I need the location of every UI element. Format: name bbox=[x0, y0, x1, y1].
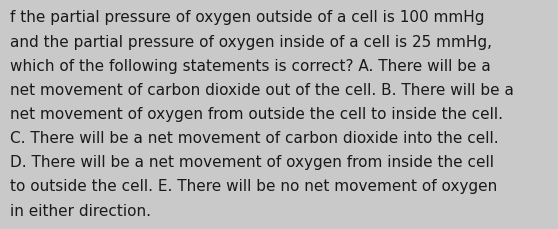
Text: which of the following statements is correct? A. There will be a: which of the following statements is cor… bbox=[10, 58, 491, 73]
Text: in either direction.: in either direction. bbox=[10, 203, 151, 218]
Text: C. There will be a net movement of carbon dioxide into the cell.: C. There will be a net movement of carbo… bbox=[10, 131, 499, 145]
Text: net movement of oxygen from outside the cell to inside the cell.: net movement of oxygen from outside the … bbox=[10, 106, 503, 121]
Text: net movement of carbon dioxide out of the cell. B. There will be a: net movement of carbon dioxide out of th… bbox=[10, 82, 514, 97]
Text: to outside the cell. E. There will be no net movement of oxygen: to outside the cell. E. There will be no… bbox=[10, 179, 497, 194]
Text: D. There will be a net movement of oxygen from inside the cell: D. There will be a net movement of oxyge… bbox=[10, 155, 494, 169]
Text: and the partial pressure of oxygen inside of a cell is 25 mmHg,: and the partial pressure of oxygen insid… bbox=[10, 34, 492, 49]
Text: f the partial pressure of oxygen outside of a cell is 100 mmHg: f the partial pressure of oxygen outside… bbox=[10, 10, 484, 25]
